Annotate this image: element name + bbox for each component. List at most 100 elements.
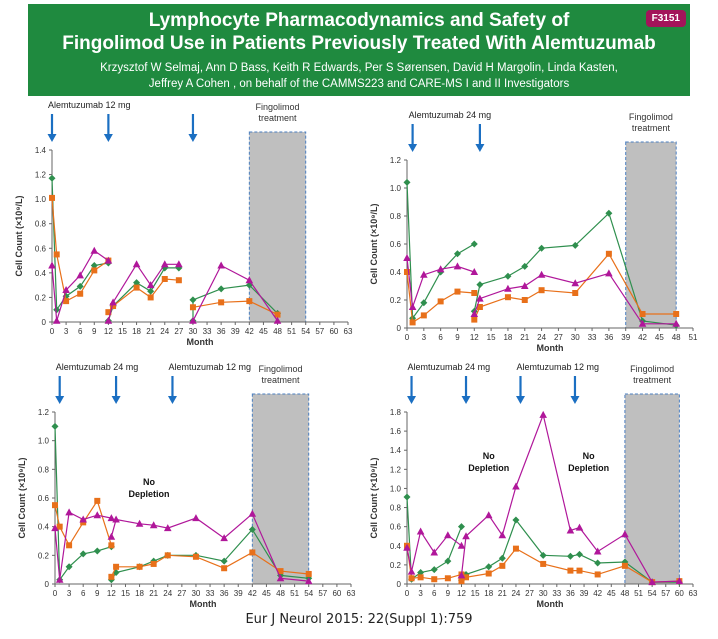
- authors-line-1: Krzysztof W Selmaj, Ann D Bass, Keith R …: [100, 62, 618, 74]
- orange-data-point: [77, 290, 84, 297]
- x-tick-label: 54: [648, 589, 657, 598]
- green-data-point: [51, 422, 59, 430]
- x-tick-label: 30: [188, 327, 197, 336]
- dose-arrow-head: [188, 134, 198, 142]
- purple-data-point: [566, 526, 575, 534]
- x-tick-label: 30: [539, 589, 548, 598]
- y-tick-label: 1.2: [38, 408, 50, 417]
- orange-data-point: [218, 299, 225, 306]
- orange-data-point: [221, 565, 228, 572]
- orange-data-point: [454, 288, 461, 295]
- purple-data-point: [273, 316, 282, 324]
- fingolimod-label: Fingolimod: [256, 102, 300, 112]
- purple-data-point: [276, 574, 285, 582]
- x-tick-label: 6: [78, 327, 83, 336]
- x-tick-label: 57: [315, 327, 324, 336]
- green-series-line: [110, 528, 309, 581]
- purple-data-point: [220, 534, 228, 542]
- x-tick-label: 39: [580, 589, 589, 598]
- purple-data-point: [107, 532, 116, 540]
- orange-data-point: [277, 568, 284, 575]
- x-tick-label: 6: [432, 589, 437, 598]
- orange-series-line: [107, 278, 179, 313]
- x-tick-label: 3: [422, 333, 427, 342]
- green-data-point: [521, 262, 529, 270]
- fingolimod-shade: [624, 393, 680, 585]
- x-tick-label: 27: [174, 327, 183, 336]
- green-series-line: [461, 518, 680, 583]
- no-depletion-note: Depletion: [128, 489, 169, 499]
- x-tick-label: 57: [318, 589, 327, 598]
- green-data-point: [453, 250, 461, 258]
- green-data-point: [248, 526, 256, 534]
- purple-data-point: [149, 521, 158, 529]
- orange-data-point: [53, 251, 60, 258]
- x-tick-label: 6: [438, 333, 443, 342]
- purple-data-point: [107, 514, 116, 522]
- orange-data-point: [175, 277, 182, 284]
- orange-data-point: [105, 309, 112, 316]
- green-data-point: [470, 240, 478, 248]
- orange-data-point: [567, 567, 574, 574]
- y-tick-label: 1.8: [390, 408, 402, 417]
- orange-data-point: [110, 303, 117, 310]
- y-tick-label: 1.2: [390, 156, 402, 165]
- green-data-point: [76, 282, 84, 290]
- orange-data-point: [538, 287, 545, 294]
- purple-data-point: [62, 286, 70, 294]
- x-tick-label: 42: [593, 589, 602, 598]
- dose-arrow-head: [103, 134, 113, 142]
- purple-data-point: [65, 508, 73, 516]
- orange-data-point: [274, 311, 281, 318]
- orange-data-point: [52, 502, 58, 509]
- purple-series-line: [107, 263, 179, 321]
- no-depletion-note: No: [483, 451, 495, 461]
- orange-data-point: [471, 316, 478, 323]
- green-data-point: [417, 569, 425, 577]
- x-tick-label: 0: [50, 327, 55, 336]
- x-tick-label: 3: [64, 327, 69, 336]
- green-data-point: [217, 285, 225, 293]
- x-tick-label: 0: [53, 589, 58, 598]
- y-tick-label: 1.2: [35, 171, 47, 180]
- orange-series-line: [54, 499, 112, 547]
- y-tick-label: 0.6: [390, 523, 402, 532]
- orange-data-point: [249, 549, 256, 556]
- x-tick-label: 36: [604, 333, 613, 342]
- x-tick-label: 45: [607, 589, 616, 598]
- green-data-point: [403, 178, 411, 186]
- x-tick-label: 15: [118, 327, 127, 336]
- y-tick-label: 0: [45, 580, 50, 589]
- x-tick-label: 57: [661, 589, 670, 598]
- orange-data-point: [417, 574, 424, 581]
- orange-data-point: [409, 319, 416, 326]
- purple-data-point: [192, 514, 200, 522]
- y-tick-label: 0.6: [390, 240, 402, 249]
- x-tick-label: 24: [160, 327, 169, 336]
- dose-arrow-head: [461, 396, 471, 404]
- x-tick-label: 42: [638, 333, 647, 342]
- y-axis-title: Cell Count (×10⁹/L): [14, 195, 24, 276]
- x-tick-label: 33: [206, 589, 215, 598]
- poster-title-line-2: Fingolimod Use in Patients Previously Tr…: [62, 33, 656, 54]
- x-tick-label: 36: [566, 589, 575, 598]
- orange-data-point: [136, 563, 143, 570]
- x-axis-title: Month: [187, 337, 214, 347]
- x-tick-label: 6: [81, 589, 86, 598]
- orange-data-point: [246, 298, 253, 305]
- x-tick-label: 63: [344, 327, 353, 336]
- orange-data-point: [471, 290, 478, 296]
- orange-series-line: [192, 300, 278, 316]
- dose-label: Alemtuzumab 24 mg: [56, 362, 139, 372]
- orange-data-point: [639, 311, 646, 317]
- purple-data-point: [416, 527, 425, 535]
- x-tick-label: 36: [217, 327, 226, 336]
- purple-data-point: [135, 519, 144, 527]
- purple-series-line: [406, 257, 475, 308]
- purple-data-point: [470, 310, 479, 317]
- green-data-point: [457, 523, 465, 531]
- dose-arrow-head: [47, 134, 57, 142]
- authors-line-2: Jeffrey A Cohen , on behalf of the CAMMS…: [148, 78, 570, 90]
- green-data-point: [430, 566, 438, 574]
